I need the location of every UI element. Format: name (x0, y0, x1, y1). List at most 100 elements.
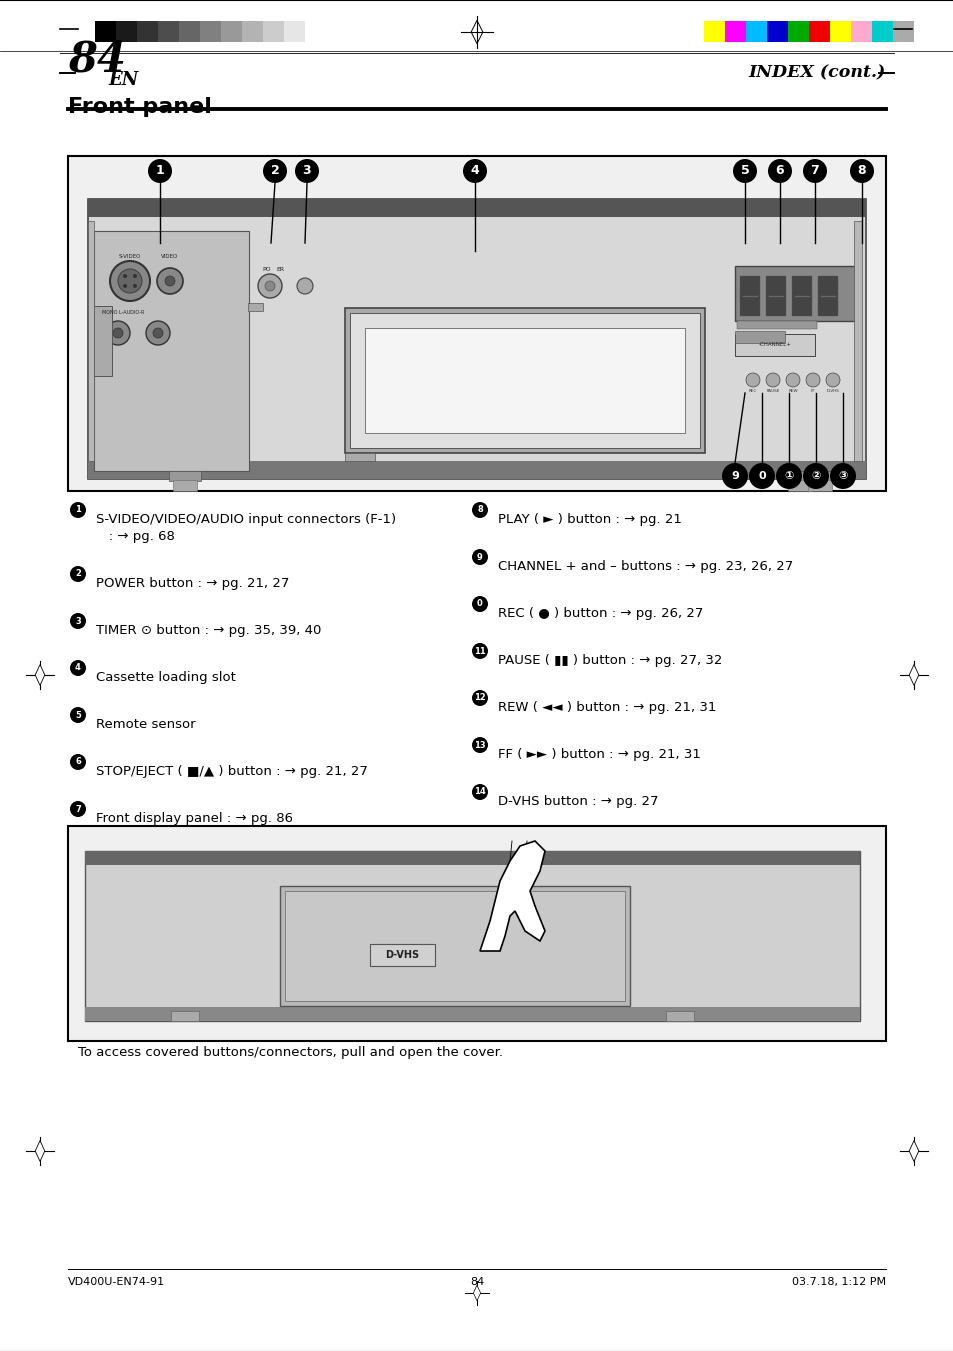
Bar (892, 22, 913, 42)
Text: REC ( ● ) button : → pg. 26, 27: REC ( ● ) button : → pg. 26, 27 (497, 607, 702, 620)
Bar (95, 22, 116, 42)
Text: D-VHS: D-VHS (825, 389, 839, 393)
Bar (85, 1006, 859, 1021)
Bar (808, 22, 829, 42)
Bar (787, 480, 811, 490)
Circle shape (70, 707, 86, 723)
Bar (68, 155, 885, 490)
Circle shape (70, 566, 86, 582)
Bar (242, 22, 263, 42)
Circle shape (106, 322, 130, 345)
Text: To access covered buttons/connectors, pull and open the cover.: To access covered buttons/connectors, pu… (78, 1046, 502, 1059)
Text: : → pg. 68: : → pg. 68 (96, 530, 174, 543)
Bar (365, 328, 684, 434)
Text: 84: 84 (68, 39, 126, 81)
Circle shape (70, 801, 86, 817)
Text: MONO L-AUDIO-R: MONO L-AUDIO-R (102, 309, 144, 315)
Circle shape (472, 690, 488, 707)
Bar (734, 331, 784, 343)
Circle shape (472, 643, 488, 659)
Text: 4: 4 (470, 165, 478, 177)
Circle shape (146, 322, 170, 345)
Text: VD400U-EN74-91: VD400U-EN74-91 (68, 1277, 165, 1288)
Text: 9: 9 (730, 471, 739, 481)
Polygon shape (479, 842, 544, 951)
Text: 7: 7 (75, 804, 81, 813)
Polygon shape (908, 1140, 918, 1162)
Polygon shape (35, 1140, 45, 1162)
Bar (724, 22, 745, 42)
Text: 2: 2 (271, 165, 279, 177)
Text: PLAY ( ► ) button : → pg. 21: PLAY ( ► ) button : → pg. 21 (497, 513, 681, 526)
Circle shape (767, 159, 791, 182)
Text: Cassette loading slot: Cassette loading slot (96, 671, 235, 684)
Bar (745, 22, 766, 42)
Text: PO: PO (262, 267, 271, 272)
Text: 9: 9 (476, 553, 482, 562)
Bar (305, 22, 326, 42)
Bar (169, 471, 201, 481)
Text: 7: 7 (810, 165, 819, 177)
Bar (85, 851, 859, 865)
Circle shape (296, 278, 313, 295)
Bar (158, 22, 179, 42)
Circle shape (263, 159, 287, 182)
Circle shape (472, 738, 488, 753)
Bar (871, 22, 892, 42)
Text: ER: ER (275, 267, 284, 272)
Polygon shape (35, 665, 45, 685)
Text: S-VIDEO/VIDEO/AUDIO input connectors (F-1): S-VIDEO/VIDEO/AUDIO input connectors (F-… (96, 513, 395, 526)
Text: ②: ② (810, 471, 820, 481)
Text: Front panel: Front panel (68, 97, 212, 118)
Text: REW: REW (787, 389, 797, 393)
Circle shape (152, 328, 163, 338)
Text: 03.7.18, 1:12 PM: 03.7.18, 1:12 PM (791, 1277, 885, 1288)
Bar (807, 480, 831, 490)
Text: 14: 14 (474, 788, 485, 797)
Circle shape (265, 281, 274, 290)
Circle shape (257, 274, 282, 299)
Bar (740, 276, 760, 316)
Bar (88, 222, 94, 461)
Circle shape (805, 373, 820, 386)
Text: 8: 8 (857, 165, 865, 177)
Circle shape (110, 261, 150, 301)
Bar (703, 22, 724, 42)
Text: 0: 0 (758, 471, 765, 481)
Circle shape (765, 373, 780, 386)
Circle shape (118, 269, 142, 293)
Text: 3: 3 (75, 616, 81, 626)
Text: 4: 4 (75, 663, 81, 673)
Text: D-VHS button : → pg. 27: D-VHS button : → pg. 27 (497, 794, 658, 808)
Bar (829, 22, 850, 42)
Polygon shape (473, 1285, 480, 1301)
Bar (817, 276, 837, 316)
Bar (171, 1011, 199, 1021)
Circle shape (70, 754, 86, 770)
Circle shape (802, 463, 828, 489)
Bar (766, 22, 787, 42)
Bar (803, 471, 835, 481)
Bar (116, 22, 137, 42)
Circle shape (472, 503, 488, 517)
Bar (783, 471, 815, 481)
Text: 1: 1 (75, 505, 81, 515)
Bar (68, 825, 885, 1042)
Bar (263, 22, 284, 42)
Circle shape (721, 463, 747, 489)
Bar (85, 851, 859, 1021)
Circle shape (462, 159, 486, 182)
Bar (248, 303, 263, 311)
Text: 3: 3 (302, 165, 311, 177)
Bar (765, 276, 785, 316)
Circle shape (785, 373, 800, 386)
Bar (370, 944, 435, 966)
Text: 2: 2 (75, 570, 81, 578)
Bar (285, 892, 624, 1001)
Circle shape (472, 549, 488, 565)
Circle shape (472, 784, 488, 800)
Bar (88, 461, 865, 480)
Text: STOP/EJECT ( ■/▲ ) button : → pg. 21, 27: STOP/EJECT ( ■/▲ ) button : → pg. 21, 27 (96, 765, 368, 778)
Text: PAUSE ( ▮▮ ) button : → pg. 27, 32: PAUSE ( ▮▮ ) button : → pg. 27, 32 (497, 654, 721, 667)
Circle shape (748, 463, 774, 489)
